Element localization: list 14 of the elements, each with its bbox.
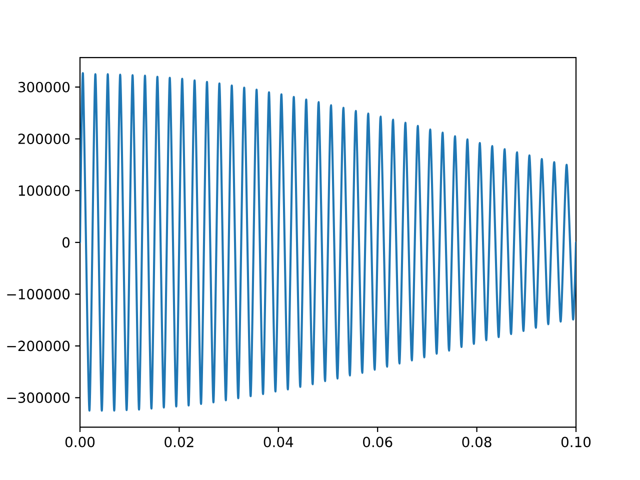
x-tick-label: 0.04 [264, 436, 294, 448]
y-tick-label: 0 [62, 237, 70, 248]
x-tick-label: 0.02 [164, 436, 194, 448]
y-tick-label: 200000 [18, 134, 70, 144]
x-tick-label: 0.00 [65, 436, 95, 448]
y-tick-label: −100000 [7, 288, 70, 300]
line-series [80, 73, 576, 412]
y-tick-label: −300000 [7, 392, 70, 403]
y-tick-label: 300000 [18, 82, 70, 92]
x-tick-label: 0.08 [462, 436, 492, 448]
x-tick-label: 0.10 [561, 436, 591, 448]
x-tick-label: 0.06 [363, 436, 392, 448]
y-tick-label: 100000 [18, 185, 70, 196]
y-tick-label: −200000 [7, 340, 70, 352]
